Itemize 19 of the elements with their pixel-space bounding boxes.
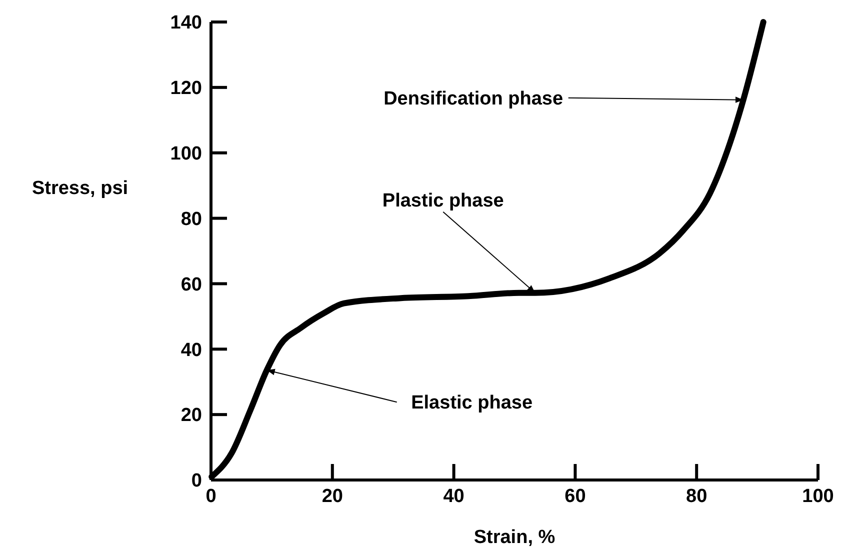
annotation: Plastic phase <box>382 190 504 212</box>
y-tick-label: 40 <box>180 340 202 361</box>
annotation: Elastic phase <box>411 392 533 414</box>
y-axis-title: Stress, psi <box>32 178 128 199</box>
y-tick-label: 100 <box>170 144 202 165</box>
y-tick-label: 120 <box>170 78 202 100</box>
x-tick-label: 100 <box>802 486 834 507</box>
x-tick-label: 60 <box>564 486 586 507</box>
x-tick-label: 80 <box>686 486 708 507</box>
y-tick-label: 20 <box>180 405 202 426</box>
x-tick-label: 40 <box>443 486 464 507</box>
x-tick-label: 20 <box>322 486 343 507</box>
x-tick-label: 0 <box>206 486 216 507</box>
y-tick-label: 80 <box>180 208 202 230</box>
y-tick-label: 0 <box>191 470 202 492</box>
x-axis-title: Strain, % <box>474 527 556 548</box>
y-tick-label: 140 <box>170 12 202 34</box>
annotation: Densification phase <box>384 88 564 110</box>
y-tick-label: 60 <box>180 274 202 296</box>
